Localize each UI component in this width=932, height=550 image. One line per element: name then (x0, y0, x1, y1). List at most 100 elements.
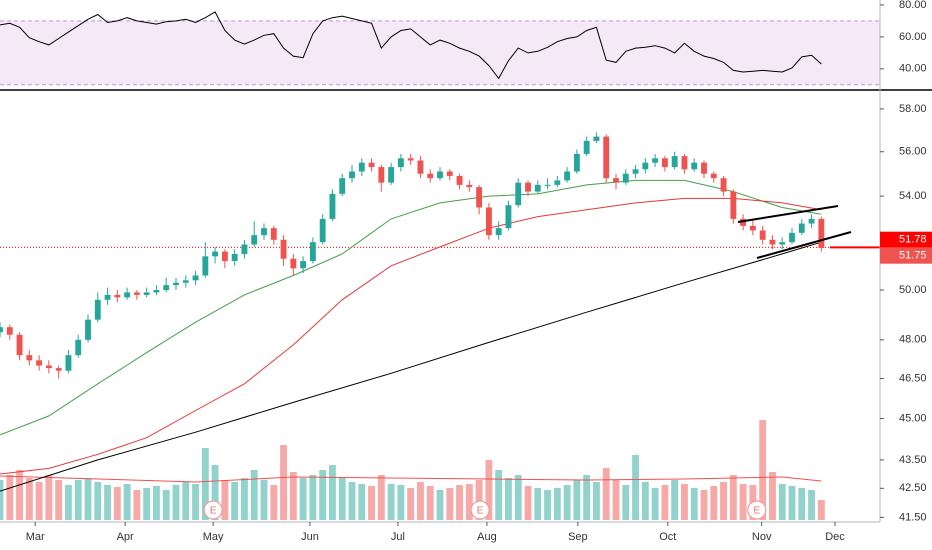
candle-body (75, 339, 82, 356)
candle-body (759, 230, 766, 240)
volume-bar (700, 490, 708, 520)
candle-body (681, 156, 688, 170)
candle-body (720, 178, 727, 192)
candle-body (192, 275, 199, 281)
candle-body (456, 175, 463, 185)
candle-body (388, 167, 395, 183)
axes: 80.00 60.00 40.00 58.00 56.00 54.00 50.00 48.00… (26, 0, 932, 543)
moving-average (0, 197, 822, 475)
volume-bar (612, 480, 620, 520)
volume-bar (514, 475, 522, 520)
candle-body (573, 153, 580, 172)
candle-body (26, 355, 33, 361)
candle-body (661, 158, 668, 168)
price-line-tag (880, 231, 932, 248)
volume-bar (387, 484, 395, 520)
volume-bar (769, 472, 776, 520)
candle-body (691, 162, 698, 170)
volume-bar (65, 485, 72, 520)
time-tick-label: Dec (825, 531, 845, 543)
candle-body (632, 169, 639, 174)
candle-body (319, 218, 326, 243)
volume-bar (759, 420, 767, 520)
earnings-marker (203, 500, 223, 520)
candle-body (114, 294, 121, 298)
volume-bar (270, 485, 278, 520)
candle-body (593, 136, 600, 141)
price-tick-label: 45.00 (899, 412, 927, 424)
candle-body (642, 162, 649, 170)
volume-bar (729, 475, 737, 520)
volume-bar (153, 486, 160, 520)
volume-bar (593, 482, 600, 520)
candle-body (671, 156, 678, 168)
candle-body (652, 158, 659, 163)
candle-body (212, 251, 219, 257)
candle-body (270, 228, 277, 240)
time-tick-label: Apr (117, 531, 134, 543)
volume-bar (641, 482, 649, 520)
volume-bar (710, 486, 718, 520)
volume-bar (6, 475, 14, 520)
time-tick-label: Jun (301, 531, 319, 543)
candle-body (789, 232, 795, 243)
price-tick-label: 54.00 (899, 190, 927, 202)
candle-body (603, 136, 610, 179)
channel-lower (756, 231, 852, 259)
candle-body (329, 193, 336, 219)
candle-body (65, 355, 72, 371)
volume-bar (602, 468, 610, 520)
volume-bar (211, 465, 219, 520)
price-tick-label: 58.00 (899, 103, 927, 115)
candle-body (368, 162, 375, 168)
volume-bar (417, 482, 424, 520)
candle-body (45, 365, 52, 369)
rsi-pane (0, 11, 880, 86)
volume-bar (436, 490, 444, 520)
candle-body (525, 182, 531, 192)
candle-body (583, 140, 590, 154)
price-tick-label: 50.00 (899, 284, 927, 296)
volume-bar (446, 488, 454, 520)
candle-body (544, 184, 551, 186)
volume-bar (407, 488, 415, 520)
candle-body (94, 299, 101, 320)
volume-bar (260, 480, 268, 520)
price-pane (0, 132, 880, 492)
candle-body (290, 258, 297, 269)
price-tick-label: 46.50 (899, 372, 927, 384)
candle-body (730, 191, 737, 219)
candle-body (808, 218, 815, 224)
candle-body (495, 228, 502, 236)
candle-body (231, 253, 238, 262)
candle-body (446, 171, 453, 176)
price-tick-label: 42.50 (899, 482, 927, 494)
volume-bar (681, 484, 688, 520)
candle-body (437, 171, 443, 179)
volume-bar (661, 485, 669, 520)
candle-body (358, 162, 365, 172)
volume-bar (182, 482, 190, 520)
volume-bar (671, 480, 679, 520)
candle-body (485, 207, 492, 236)
volume-bar (524, 486, 532, 520)
volume-bar (465, 484, 473, 520)
volume-bar (338, 478, 346, 520)
volume-bar (0, 480, 4, 520)
volume-bar (475, 480, 483, 520)
candle-body (36, 360, 43, 366)
volume-bar (485, 460, 493, 520)
volume-bar (113, 487, 121, 520)
volume-bar (358, 484, 366, 520)
volume-bar (25, 478, 33, 520)
volume-bar (74, 480, 82, 520)
volume-bar (798, 488, 806, 520)
volume-bar (241, 478, 248, 520)
volume-bar (250, 470, 258, 520)
time-tick-label: Nov (752, 531, 772, 543)
candle-body (397, 158, 404, 168)
candle-body (6, 327, 13, 335)
rsi-tick-label: 40.00 (899, 63, 927, 75)
